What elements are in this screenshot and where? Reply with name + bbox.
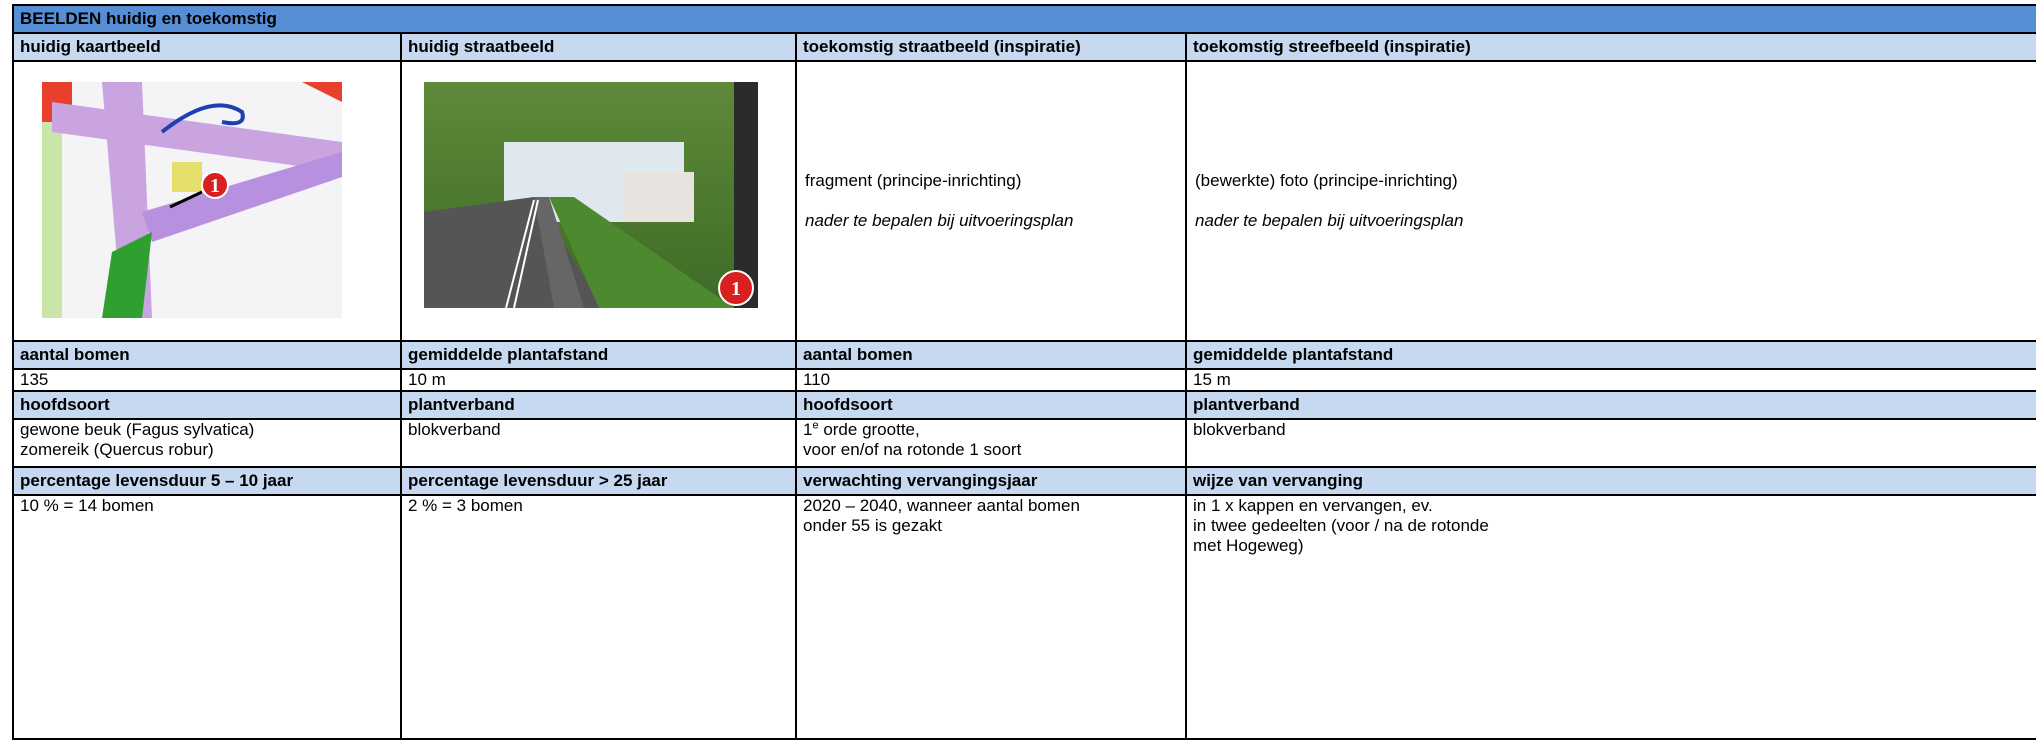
cell: 15 m — [1184, 368, 2036, 392]
text: blokverband — [408, 420, 501, 439]
photo-cell: 1 — [400, 60, 797, 342]
cell: gewone beuk (Fagus sylvatica) zomereik (Q… — [12, 418, 402, 468]
text: 2 % = 3 bomen — [408, 496, 523, 515]
cell: 2 % = 3 bomen — [400, 494, 797, 740]
header: huidig straatbeeld — [400, 32, 797, 62]
cell: 110 — [795, 368, 1187, 392]
text: 1e orde grootte, — [803, 419, 1179, 440]
header: aantal bomen — [12, 340, 402, 370]
cell: 1e orde grootte, voor en/of na rotonde 1 … — [795, 418, 1187, 468]
header: toekomstig straatbeeld (inspiratie) — [795, 32, 1187, 62]
header: gemiddelde plantafstand — [400, 340, 797, 370]
header: huidig kaartbeeld — [12, 32, 402, 62]
cell: 10 % = 14 bomen — [12, 494, 402, 740]
cell: in 1 x kappen en vervangen, ev. in twee g… — [1184, 494, 2036, 740]
header: hoofdsoort — [12, 390, 402, 420]
text: voor en/of na rotonde 1 soort — [803, 440, 1022, 459]
text: in 1 x kappen en vervangen, ev. — [1193, 496, 1433, 515]
text: gewone beuk (Fagus sylvatica) — [20, 420, 255, 439]
text: 10 % = 14 bomen — [20, 496, 154, 515]
cell: 135 — [12, 368, 402, 392]
cell: 2020 – 2040, wanneer aantal bomen onder 5… — [795, 494, 1187, 740]
cell: blokverband — [400, 418, 797, 468]
header: percentage levensduur 5 – 10 jaar — [12, 466, 402, 496]
text: 2020 – 2040, wanneer aantal bomen — [803, 496, 1080, 515]
table: BEELDEN huidig en toekomstig huidig kaar… — [11, 4, 2036, 740]
text: nader te bepalen bij uitvoeringsplan — [805, 211, 1074, 230]
header: hoofdsoort — [795, 390, 1187, 420]
header: aantal bomen — [795, 340, 1187, 370]
text: blokverband — [1193, 420, 1286, 439]
header: plantverband — [400, 390, 797, 420]
future-street-cell: fragment (principe-inrichting) nader te … — [795, 60, 1187, 342]
title: BEELDEN huidig en toekomstig — [11, 4, 2036, 34]
text: zomereik (Quercus robur) — [20, 440, 214, 459]
map-cell: 1 — [12, 60, 402, 342]
header: toekomstig streefbeeld (inspiratie) — [1184, 32, 2036, 62]
text: 1 — [803, 420, 813, 439]
text: fragment (principe-inrichting) — [805, 171, 1022, 190]
future-target-cell: (bewerkte) foto (principe-inrichting) na… — [1184, 60, 2036, 342]
header: verwachting vervangingsjaar — [795, 466, 1187, 496]
text: onder 55 is gezakt — [803, 516, 942, 535]
header: plantverband — [1184, 390, 2036, 420]
map-marker: 1 — [210, 175, 220, 197]
text: nader te bepalen bij uitvoeringsplan — [1195, 211, 1464, 230]
superscript: e — [812, 419, 819, 432]
text: (bewerkte) foto (principe-inrichting) — [1195, 171, 1458, 190]
cell: blokverband — [1184, 418, 2036, 468]
header: percentage levensduur > 25 jaar — [400, 466, 797, 496]
text: met Hogeweg) — [1193, 536, 1304, 555]
header: gemiddelde plantafstand — [1184, 340, 2036, 370]
cell: 10 m — [400, 368, 797, 392]
street-photo: 1 — [424, 82, 758, 308]
map-image: 1 — [42, 82, 342, 318]
header: wijze van vervanging — [1184, 466, 2036, 496]
text: orde grootte, — [818, 420, 920, 439]
photo-marker: 1 — [731, 278, 741, 300]
text: in twee gedeelten (voor / na de rotonde — [1193, 516, 1489, 535]
